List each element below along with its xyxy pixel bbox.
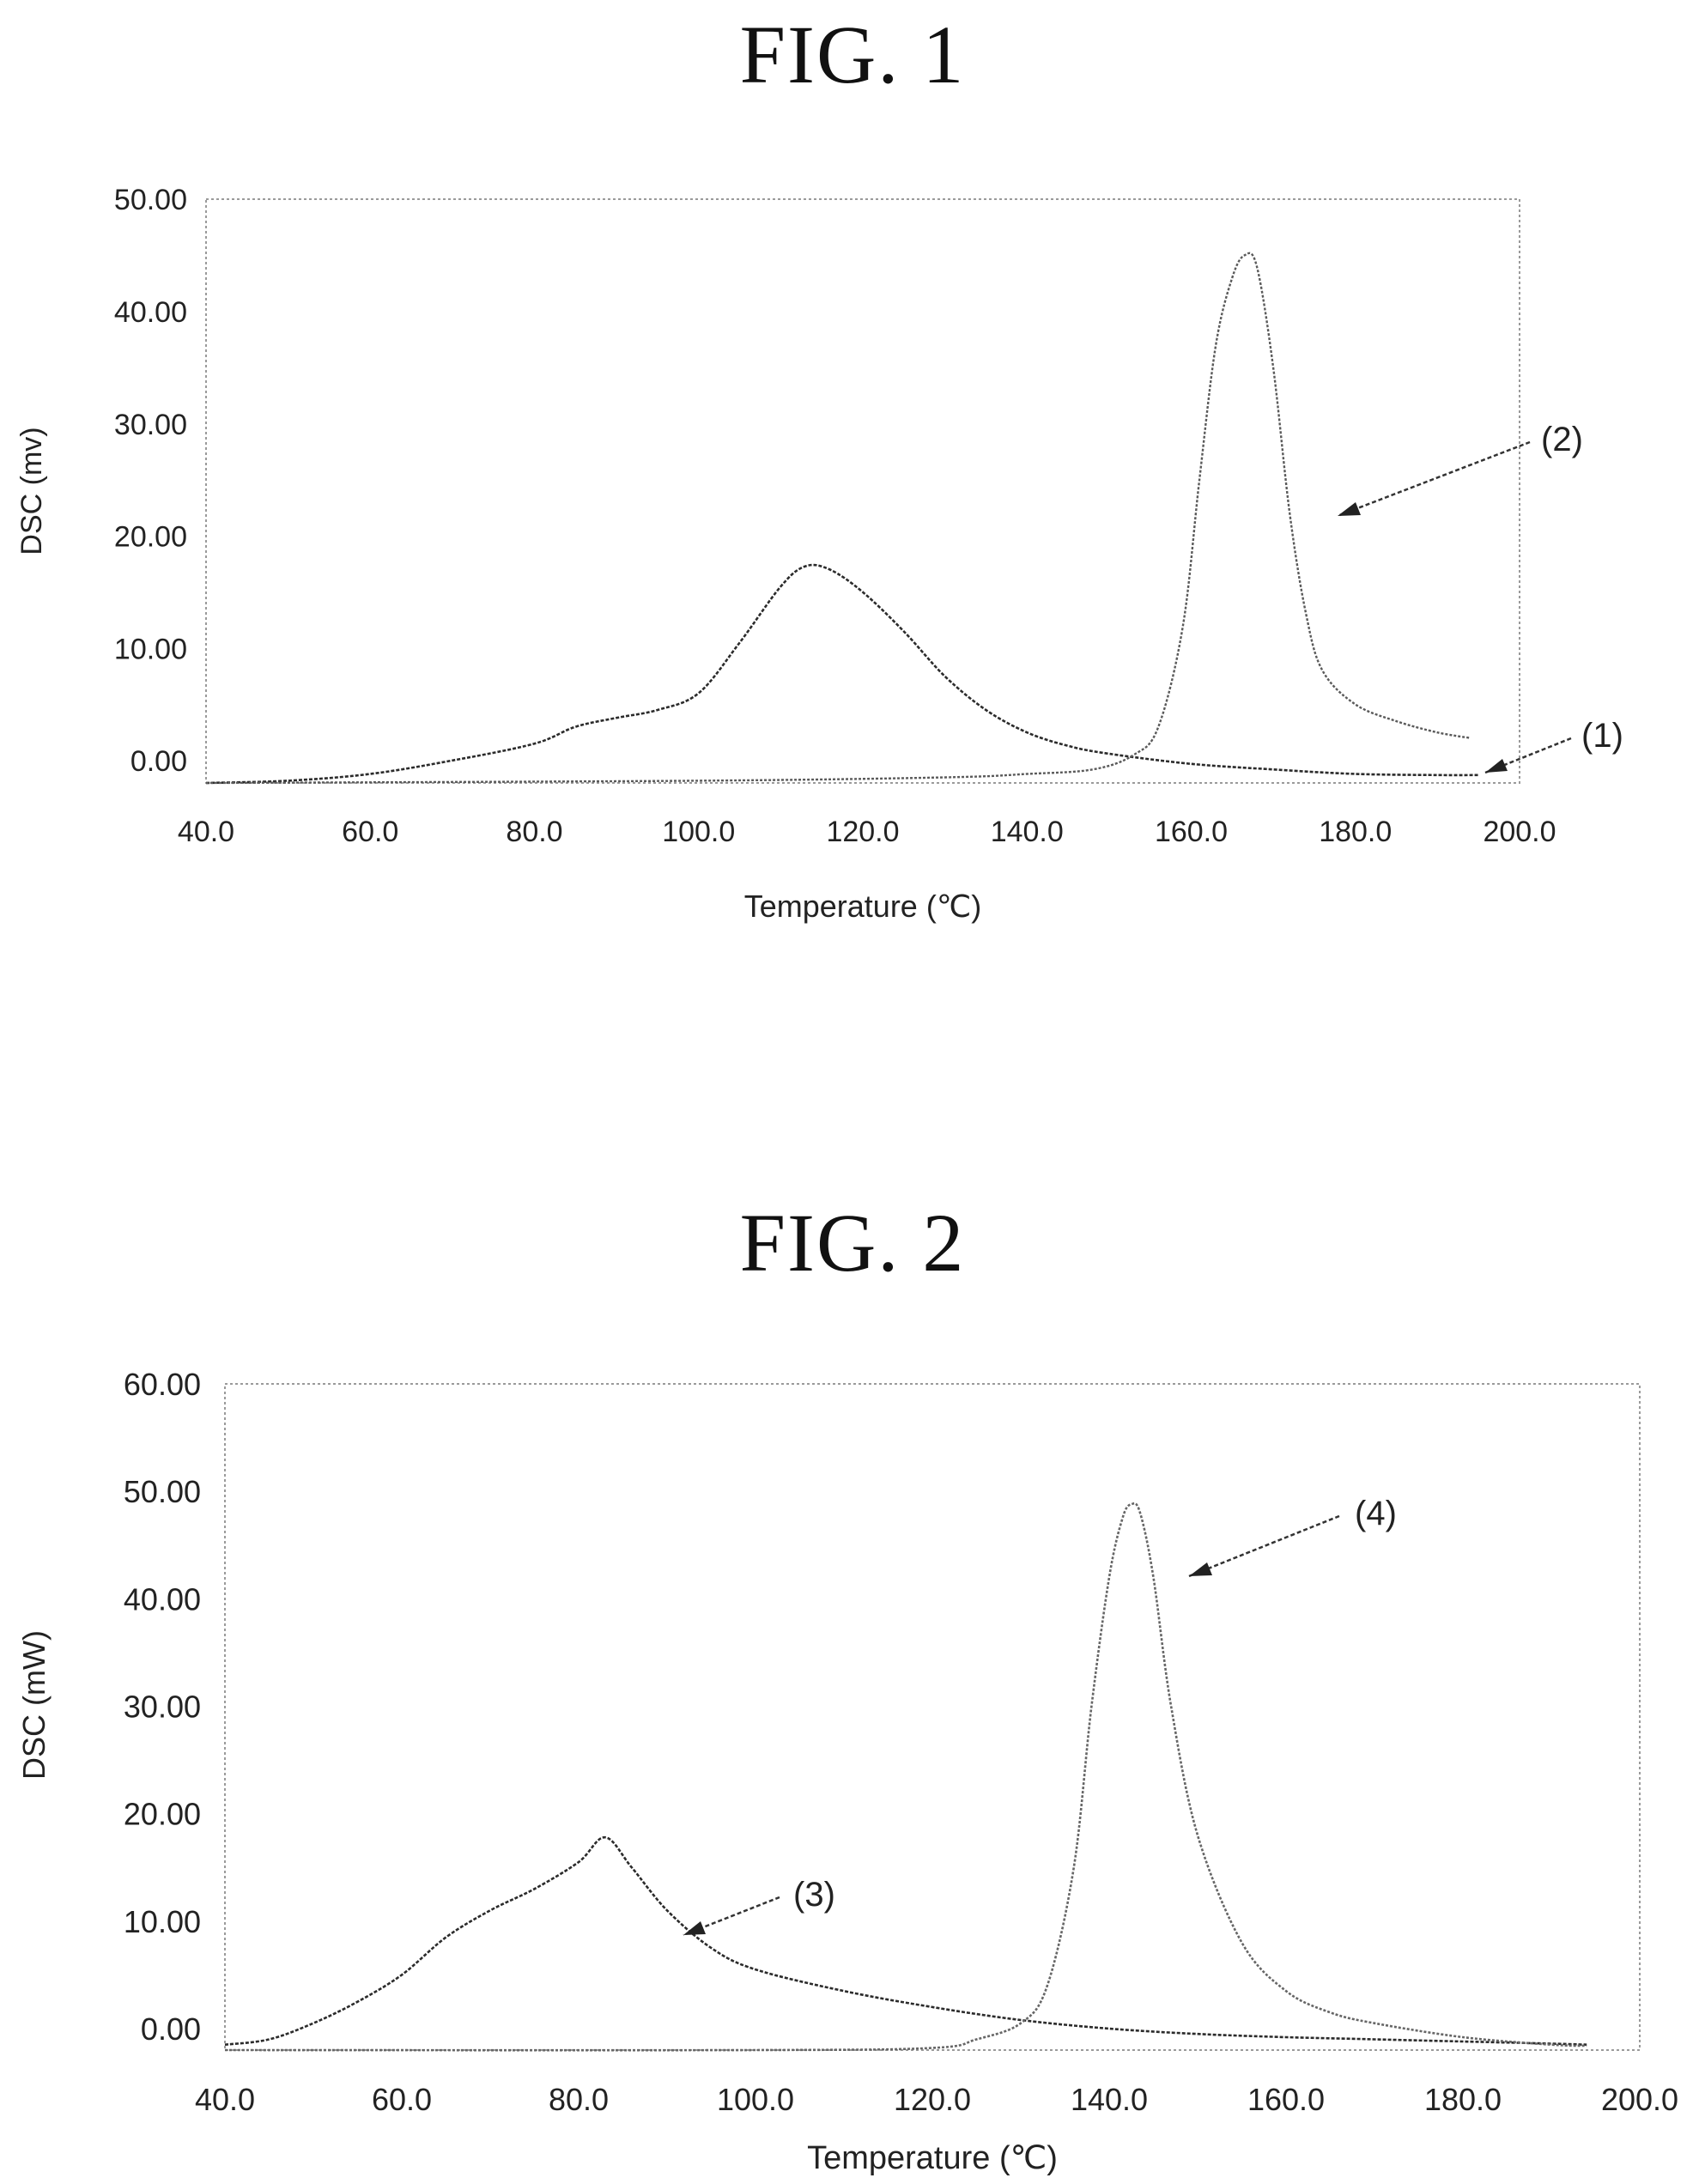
y-tick-label: 40.00	[124, 1581, 201, 1617]
dsc-chart-figure-2: 0.00 10.00 20.00 30.00 40.00 50.00 60.00 40.0 6…	[16, 1367, 1678, 2176]
x-tick-label: 180.0	[1424, 2082, 1502, 2117]
y-tick-label: 20.00	[124, 1797, 201, 1832]
annotation-2: (2)	[1337, 421, 1583, 518]
annotation-4-arrowhead	[1189, 1562, 1212, 1576]
x-tick-label: 200.0	[1601, 2082, 1678, 2117]
dsc-chart-figure-1: 0.00 10.00 20.00 30.00 40.00 50.00 40.0 60.0 80…	[15, 184, 1623, 924]
x-tick-label: 120.0	[826, 816, 899, 848]
y-tick-label: 40.00	[114, 296, 187, 329]
series-line-1	[205, 563, 1479, 785]
x-tick-label: 160.0	[1155, 816, 1228, 848]
y-tick-label: 20.00	[114, 521, 187, 554]
annotation-4-label: (4)	[1355, 1495, 1397, 1532]
series-layer	[205, 252, 1479, 785]
x-tick-label: 60.0	[342, 816, 398, 848]
y-tick-labels: 0.00 10.00 20.00 30.00 40.00 50.00	[114, 184, 187, 778]
x-tick-label: 180.0	[1319, 816, 1392, 848]
series-layer	[224, 1502, 1587, 2052]
x-tick-label: 40.0	[178, 816, 234, 848]
x-tick-label: 100.0	[662, 816, 735, 848]
x-axis-label: Temperature (℃)	[807, 2140, 1058, 2176]
x-tick-labels: 40.0 60.0 80.0 100.0 120.0 140.0 160.0 180.0 200…	[178, 816, 1556, 848]
y-tick-label: 0.00	[141, 2011, 201, 2047]
y-tick-label: 0.00	[130, 745, 187, 778]
y-tick-label: 10.00	[114, 633, 187, 665]
annotation-3-label: (3)	[793, 1876, 835, 1914]
x-tick-label: 140.0	[991, 816, 1064, 848]
annotation-3-arrowhead	[683, 1921, 706, 1935]
plot-area-frame	[224, 1383, 1641, 2051]
y-tick-label: 60.00	[124, 1367, 201, 1402]
y-axis-label: DSC (mv)	[15, 427, 48, 555]
annotation-1-label: (1)	[1581, 717, 1623, 755]
figure-1-title: FIG. 1	[739, 9, 966, 100]
annotation-2-arrowhead	[1338, 502, 1361, 516]
y-axis-label: DSC (mW)	[16, 1630, 52, 1780]
x-tick-label: 120.0	[894, 2082, 971, 2117]
y-tick-label: 10.00	[124, 1904, 201, 1939]
y-tick-label: 30.00	[114, 409, 187, 441]
annotation-4: (4)	[1188, 1495, 1397, 1578]
x-tick-label: 140.0	[1071, 2082, 1148, 2117]
annotation-1-arrowhead	[1485, 759, 1508, 773]
annotation-3: (3)	[683, 1876, 835, 1937]
y-tick-label: 50.00	[124, 1474, 201, 1509]
x-tick-label: 40.0	[195, 2082, 255, 2117]
series-line-4	[224, 1502, 1587, 2052]
y-tick-label: 30.00	[124, 1689, 201, 1724]
y-tick-label: 50.00	[114, 184, 187, 216]
x-tick-label: 80.0	[549, 2082, 609, 2117]
annotation-1: (1)	[1484, 717, 1623, 774]
y-tick-labels: 0.00 10.00 20.00 30.00 40.00 50.00 60.00	[124, 1367, 201, 2047]
annotation-2-label: (2)	[1541, 421, 1583, 458]
x-tick-label: 60.0	[372, 2082, 432, 2117]
annotation-2-arrow	[1337, 440, 1531, 518]
x-tick-labels: 40.0 60.0 80.0 100.0 120.0 140.0 160.0 180.0 200…	[195, 2082, 1678, 2117]
x-tick-label: 80.0	[506, 816, 562, 848]
figure-2-title: FIG. 2	[739, 1197, 966, 1289]
series-line-3	[224, 1835, 1587, 2046]
annotation-4-arrow	[1188, 1514, 1340, 1578]
x-axis-label: Temperature (℃)	[744, 889, 982, 924]
series-line-2	[205, 252, 1471, 785]
x-tick-label: 100.0	[717, 2082, 794, 2117]
x-tick-label: 160.0	[1247, 2082, 1325, 2117]
x-tick-label: 200.0	[1483, 816, 1556, 848]
plot-area-frame	[205, 198, 1520, 784]
